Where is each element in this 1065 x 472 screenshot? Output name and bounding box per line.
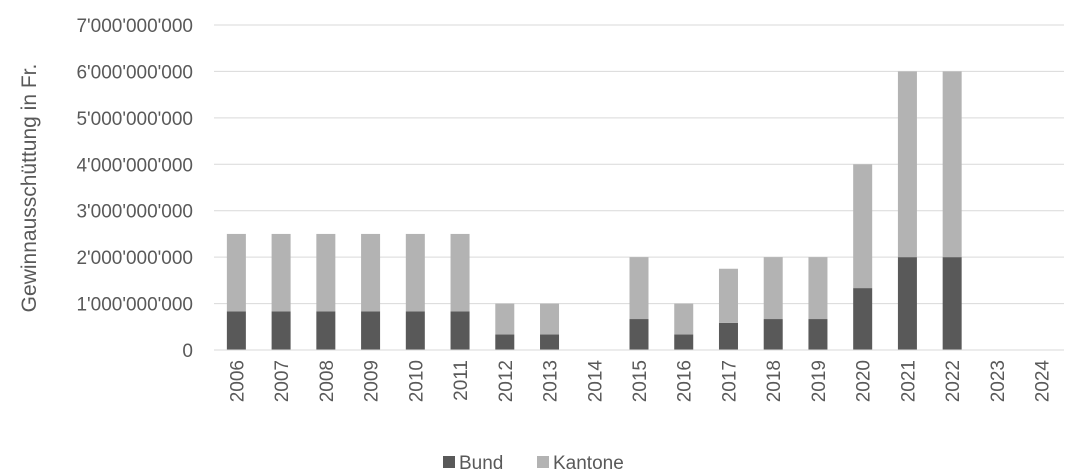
bar-kantone-2009 [361, 233, 381, 312]
axes: 0 1'000'000'000 2'000'000'000 3'000'000'000… [76, 16, 1064, 402]
bar-kantone-2008 [316, 233, 336, 312]
y-axis-title: Gewinnausschüttung in Fr. [18, 64, 41, 313]
x-tick-label: 2007 [272, 360, 293, 402]
bar-kantone-2015 [629, 257, 649, 320]
bar-bund-2020 [853, 288, 873, 350]
x-tick-label: 2022 [943, 360, 964, 402]
y-tick-label: 3'000'000'000 [76, 202, 193, 223]
bar-kantone-2012 [495, 303, 515, 335]
x-tick-label: 2023 [988, 360, 1009, 402]
y-tick-label: 5'000'000'000 [76, 109, 193, 130]
bar-bund-2019 [808, 319, 828, 350]
bar-bund-2017 [718, 322, 738, 350]
legend: Bund Kantone [443, 453, 624, 472]
bar-bund-2021 [897, 257, 917, 350]
bar-bund-2007 [271, 311, 291, 350]
x-tick-label: 2006 [227, 360, 248, 402]
y-tick-label: 2'000'000'000 [76, 248, 193, 269]
bar-kantone-2021 [897, 71, 917, 258]
bar-kantone-2006 [226, 233, 246, 312]
x-tick-label: 2018 [764, 360, 785, 402]
y-tick-label: 0 [182, 341, 193, 362]
bar-bund-2013 [540, 334, 560, 350]
bar-bund-2016 [674, 334, 694, 350]
bar-kantone-2016 [674, 303, 694, 335]
x-tick-label: 2019 [809, 360, 830, 402]
y-tick-label: 4'000'000'000 [76, 155, 193, 176]
x-tick-label: 2009 [362, 360, 383, 402]
bar-kantone-2011 [450, 233, 470, 312]
bar-bund-2012 [495, 334, 515, 350]
bar-kantone-2022 [942, 71, 962, 258]
x-tick-label: 2010 [406, 360, 427, 402]
bar-bund-2010 [405, 311, 425, 350]
x-tick-label: 2011 [451, 360, 472, 401]
legend-label-bund: Bund [459, 453, 503, 472]
bar-kantone-2017 [718, 268, 738, 323]
bar-kantone-2019 [808, 257, 828, 320]
bar-kantone-2018 [763, 257, 783, 320]
x-tick-label: 2020 [854, 360, 875, 402]
x-tick-label: 2021 [898, 360, 919, 402]
gridlines [214, 24, 1064, 305]
bar-kantone-2020 [853, 164, 873, 289]
x-tick-label: 2014 [585, 360, 606, 403]
legend-swatch-kantone [537, 456, 549, 468]
bar-bund-2008 [316, 311, 336, 350]
y-tick-label: 6'000'000'000 [76, 62, 193, 83]
y-tick-label: 7'000'000'000 [76, 16, 193, 37]
x-tick-label: 2017 [719, 360, 740, 402]
bar-kantone-2010 [405, 233, 425, 312]
x-tick-label: 2024 [1033, 360, 1054, 403]
bar-bund-2015 [629, 319, 649, 350]
x-tick-label: 2012 [496, 360, 517, 402]
bar-bund-2011 [450, 311, 470, 350]
bar-bund-2006 [226, 311, 246, 350]
x-tick-label: 2013 [541, 360, 562, 402]
bars [226, 71, 962, 350]
y-tick-label: 1'000'000'000 [76, 295, 193, 316]
bar-bund-2022 [942, 257, 962, 350]
bar-bund-2018 [763, 319, 783, 350]
legend-label-kantone: Kantone [553, 453, 624, 472]
x-tick-label: 2015 [630, 360, 651, 402]
x-tick-label: 2016 [675, 360, 696, 402]
bar-bund-2009 [361, 311, 381, 350]
x-tick-label: 2008 [317, 360, 338, 402]
bar-kantone-2007 [271, 233, 291, 312]
bar-kantone-2013 [540, 303, 560, 335]
legend-swatch-bund [443, 456, 455, 468]
